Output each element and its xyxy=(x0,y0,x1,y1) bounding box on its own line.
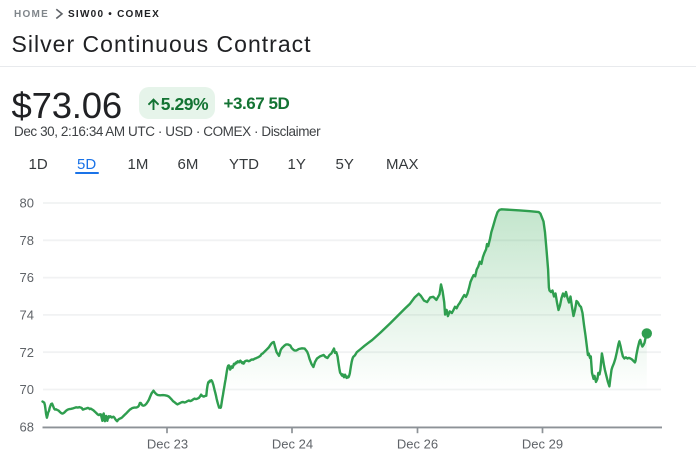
svg-text:Dec 24: Dec 24 xyxy=(272,437,313,452)
svg-text:70: 70 xyxy=(20,382,34,397)
svg-text:74: 74 xyxy=(20,308,34,323)
svg-text:72: 72 xyxy=(20,345,34,360)
svg-text:Dec 23: Dec 23 xyxy=(147,437,188,452)
svg-text:68: 68 xyxy=(20,419,34,434)
svg-text:76: 76 xyxy=(20,270,34,285)
svg-text:78: 78 xyxy=(20,233,34,248)
svg-text:80: 80 xyxy=(20,196,34,211)
svg-text:Dec 26: Dec 26 xyxy=(397,437,438,452)
svg-text:Dec 29: Dec 29 xyxy=(522,437,563,452)
